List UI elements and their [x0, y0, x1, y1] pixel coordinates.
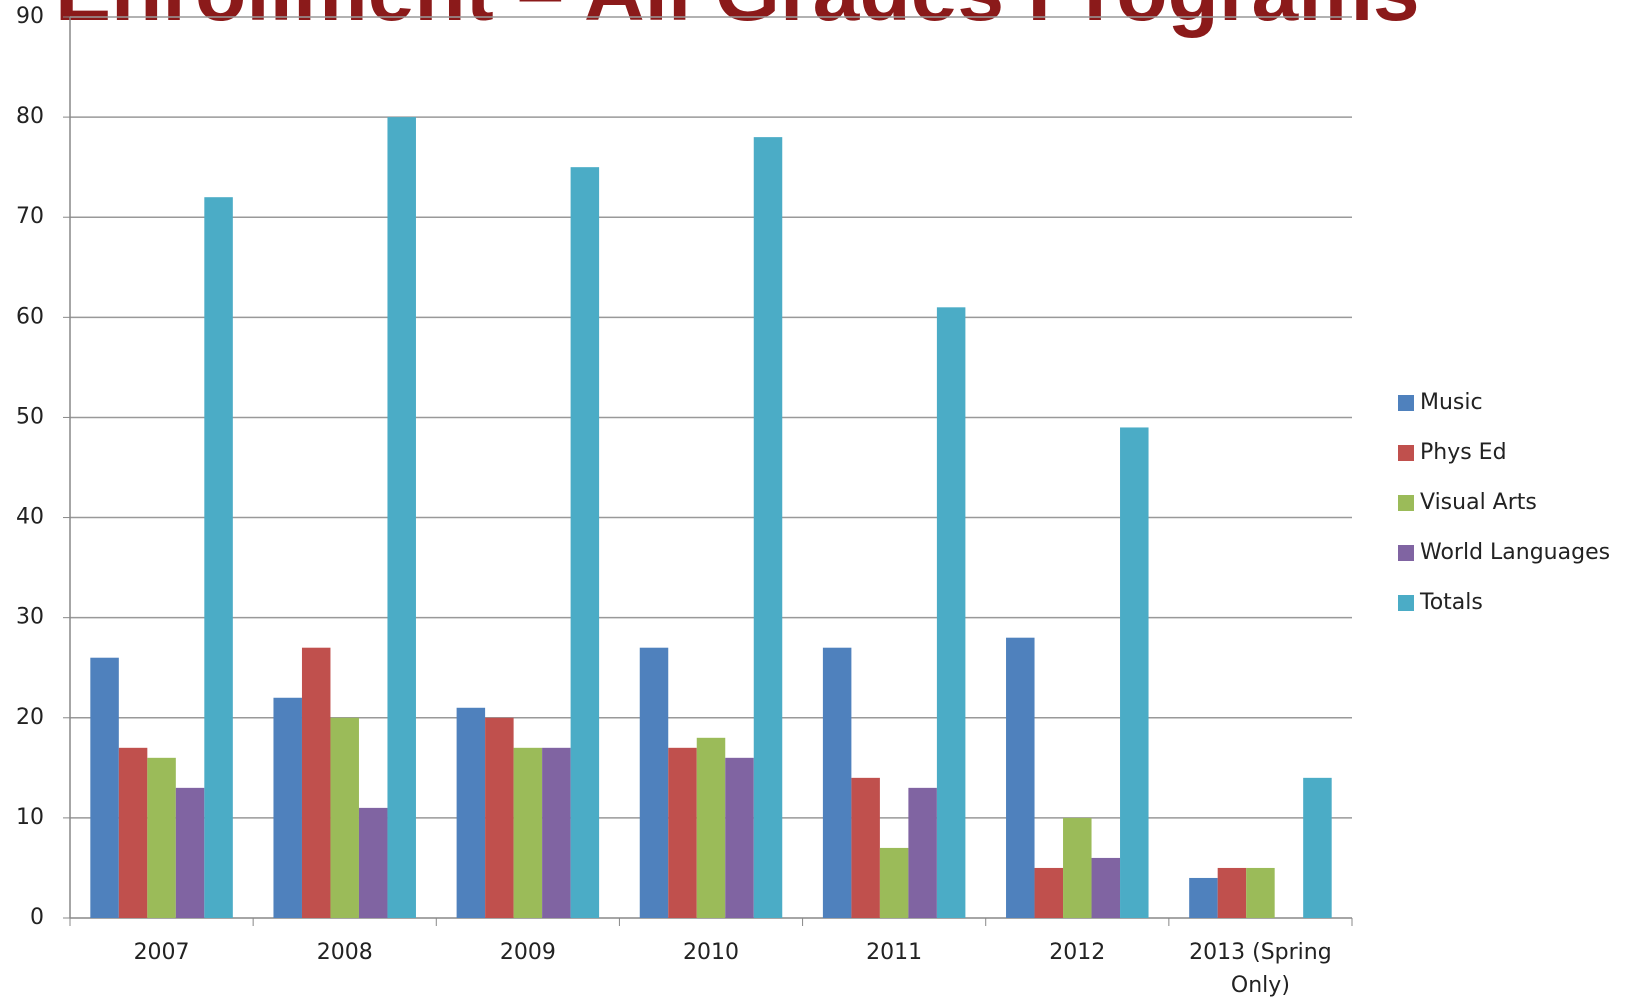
- bar: [175, 787, 205, 918]
- legend-swatch: [1398, 445, 1414, 461]
- bar: [1217, 867, 1247, 918]
- bar: [485, 717, 514, 918]
- legend-label: Phys Ed: [1420, 440, 1507, 465]
- bar: [1063, 817, 1092, 918]
- bar: [1034, 867, 1064, 918]
- bar: [696, 737, 726, 918]
- y-tick-label: 70: [16, 204, 44, 229]
- bar: [1091, 857, 1121, 918]
- y-tick-label: 10: [16, 805, 44, 830]
- bar: [147, 757, 176, 918]
- y-tick-label: 0: [30, 905, 44, 930]
- bar: [1303, 777, 1332, 918]
- legend-swatch: [1398, 595, 1414, 611]
- x-tick-label: 2011: [866, 940, 923, 965]
- legend-label: World Languages: [1420, 540, 1610, 565]
- y-tick-label: 50: [16, 404, 44, 429]
- legend-label: Music: [1420, 390, 1483, 415]
- bar: [542, 747, 571, 918]
- bar: [936, 307, 966, 918]
- bar: [456, 707, 486, 918]
- y-tick-label: 30: [16, 605, 44, 630]
- y-tick-label: 90: [16, 4, 44, 29]
- bar: [90, 657, 119, 918]
- x-tick-label: 2013 (Spring Only): [1189, 940, 1332, 998]
- bar: [358, 807, 388, 918]
- legend-label: Visual Arts: [1420, 490, 1537, 515]
- chart-title: Enrollment – All Grades Programs: [55, 0, 1420, 38]
- bar: [879, 847, 909, 918]
- y-tick-label: 80: [16, 104, 44, 129]
- x-tick-label: 2012: [1049, 940, 1106, 965]
- x-tick-label: 2010: [683, 940, 739, 965]
- x-tick-label: 2007: [133, 940, 190, 965]
- bar: [118, 747, 148, 918]
- y-tick-label: 20: [16, 705, 44, 730]
- bar: [639, 647, 669, 918]
- bar: [513, 747, 543, 918]
- x-tick-label: 2009: [499, 940, 556, 965]
- bar: [725, 757, 754, 918]
- bar: [908, 787, 937, 918]
- y-tick-label: 40: [16, 505, 44, 530]
- bar: [204, 197, 233, 918]
- bar: [301, 647, 331, 918]
- bar: [387, 117, 416, 919]
- bar: [753, 137, 783, 919]
- bar: [1006, 637, 1035, 918]
- bar: [1189, 877, 1218, 918]
- legend-swatch: [1398, 395, 1414, 411]
- legend-label: Totals: [1419, 590, 1483, 615]
- bar: [330, 717, 359, 918]
- bar: [1120, 427, 1149, 918]
- bar: [570, 167, 600, 918]
- bar: [668, 747, 697, 918]
- bar: [851, 777, 880, 918]
- legend-swatch: [1398, 545, 1414, 561]
- y-tick-label: 60: [16, 304, 44, 329]
- bar: [1246, 867, 1275, 918]
- bar: [822, 647, 852, 918]
- x-tick-label: 2008: [316, 940, 373, 965]
- legend-swatch: [1398, 495, 1414, 511]
- bar: [273, 697, 302, 918]
